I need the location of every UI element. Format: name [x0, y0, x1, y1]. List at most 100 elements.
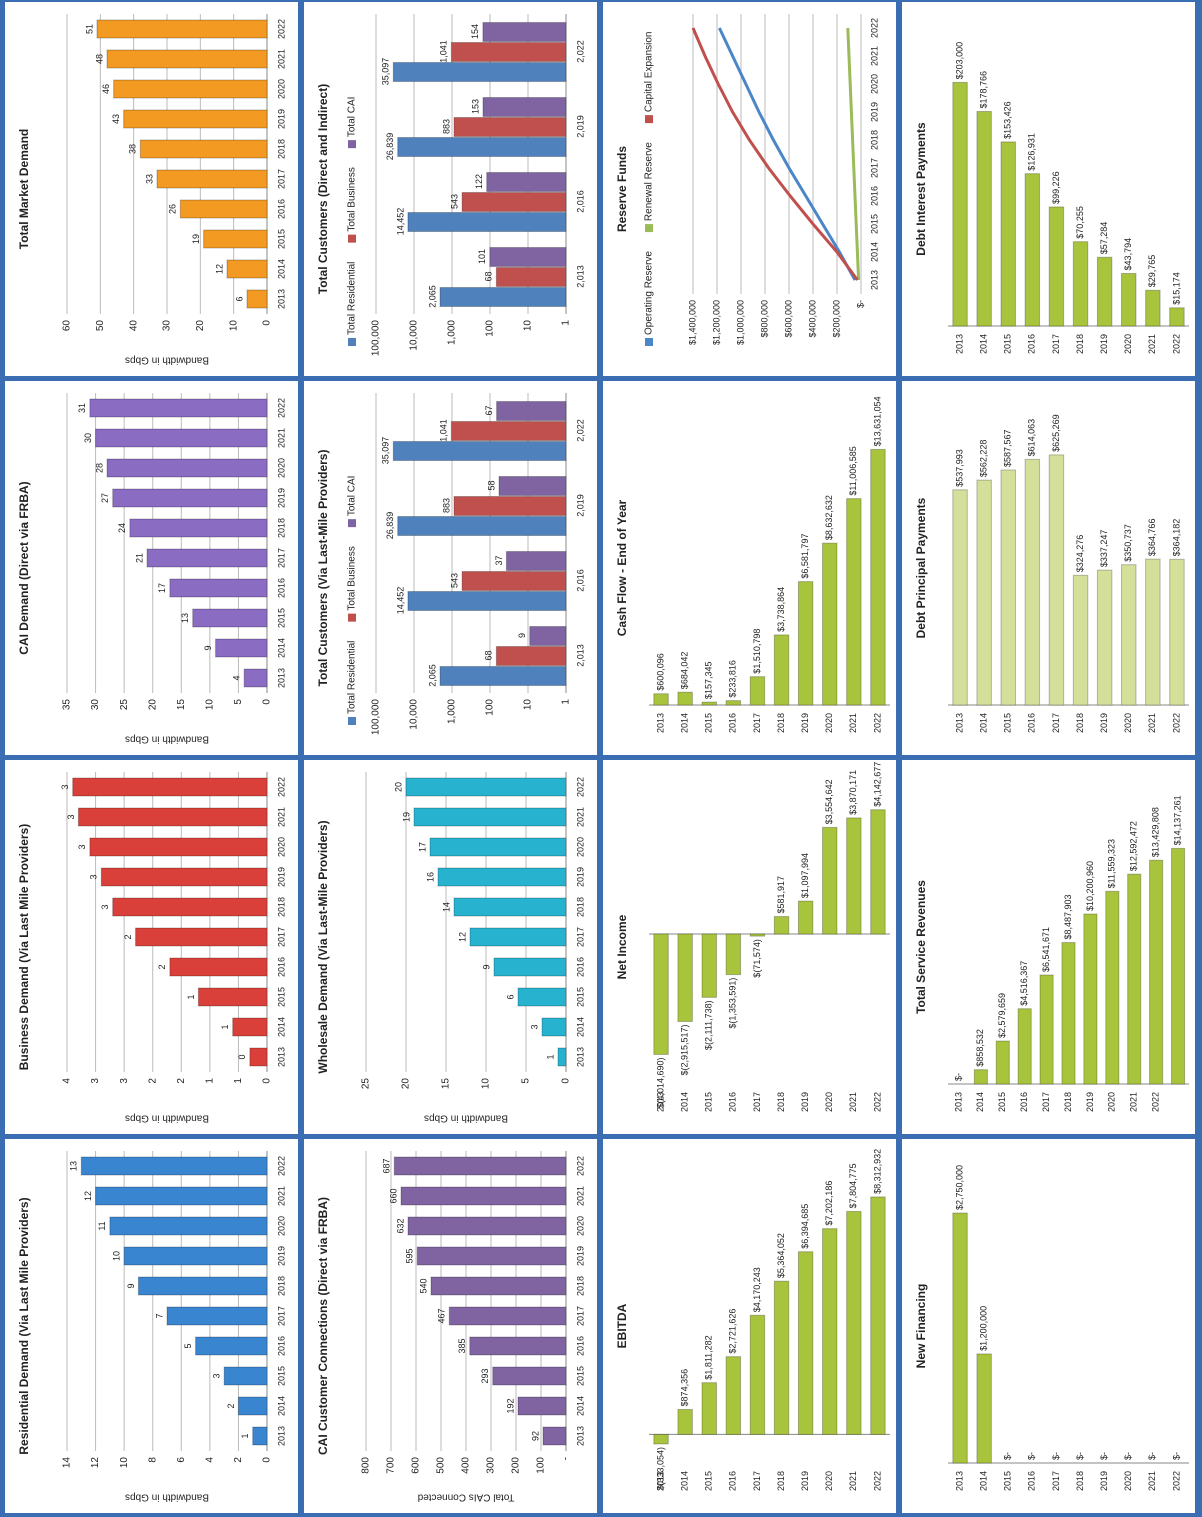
- x-tick-label: 2018: [575, 897, 585, 917]
- y-tick-label: 2018: [1075, 713, 1085, 733]
- line-series: [718, 27, 857, 281]
- bar: [112, 897, 268, 917]
- bar: [1096, 256, 1113, 327]
- bar: [797, 581, 814, 706]
- y-tick-label: 0: [262, 1078, 273, 1084]
- y-tick-label: 4: [62, 1078, 73, 1084]
- value-label: 3: [100, 904, 110, 909]
- y-tick-label: 2015: [1003, 334, 1013, 354]
- value-label: $684,042: [680, 652, 690, 690]
- bar: [482, 22, 567, 42]
- legend-swatch: [348, 613, 356, 622]
- y-tick-label: 25: [119, 699, 130, 711]
- chart-title: CAI Demand (Direct via FRBA): [17, 481, 31, 654]
- y-tick-label: $400,000: [807, 300, 817, 338]
- value-label: $8,632,632: [824, 495, 834, 540]
- value-label: 58: [486, 480, 496, 490]
- value-label: $3,738,864: [776, 587, 786, 632]
- bar: [197, 987, 268, 1007]
- bar: [1121, 272, 1137, 327]
- y-tick-label: 2017: [1051, 1471, 1061, 1491]
- bar: [529, 626, 567, 646]
- value-label: 2,065: [427, 285, 437, 308]
- x-tick-label: 2014: [276, 638, 286, 658]
- x-tick-label: 2021: [869, 46, 879, 66]
- value-label: $4,170,243: [752, 1267, 762, 1312]
- bar: [952, 1212, 968, 1464]
- value-label: 1: [220, 1024, 230, 1029]
- chart-panel: EBITDA 2013$(333,054) 2014 $874,356 2015 $1,8…: [603, 1139, 896, 1513]
- y-tick-label: 100,000: [371, 699, 382, 736]
- y-tick-label: 6: [176, 1457, 187, 1463]
- y-tick-label: 2014: [979, 713, 989, 733]
- value-label: $581,917: [776, 876, 786, 914]
- value-label: 1: [186, 994, 196, 999]
- value-label: $70,255: [1075, 206, 1085, 239]
- value-label: $-: [1051, 1452, 1061, 1460]
- value-label: $(4,014,690): [655, 1057, 665, 1108]
- bar: [249, 1047, 268, 1067]
- bar: [450, 42, 567, 62]
- chart-title: Debt Interest Payments: [914, 122, 928, 256]
- x-tick-label: 2021: [276, 428, 286, 448]
- bar: [1127, 873, 1142, 1085]
- bar: [822, 542, 838, 706]
- value-label: $-: [1075, 1452, 1085, 1460]
- bar: [846, 1210, 862, 1435]
- value-label: 2,065: [427, 664, 437, 687]
- value-label: 3: [529, 1024, 539, 1029]
- bar: [129, 518, 268, 538]
- y-tick-label: 2014: [979, 334, 989, 354]
- y-tick-label: 2017: [1041, 1092, 1051, 1112]
- y-tick-label: 2015: [1003, 713, 1013, 733]
- y-tick-label: 2020: [1123, 713, 1133, 733]
- bar: [123, 109, 268, 129]
- bar: [203, 229, 268, 249]
- value-label: 48: [94, 54, 104, 64]
- value-label: $364,182: [1171, 519, 1181, 557]
- y-tick-label: 2021: [848, 1471, 858, 1491]
- y-tick-label: 30: [162, 320, 173, 332]
- value-label: 14: [441, 902, 451, 912]
- legend-swatch: [645, 338, 653, 346]
- bar: [429, 837, 567, 857]
- value-label: $(2,111,738): [704, 1000, 714, 1050]
- value-label: $600,096: [655, 653, 665, 691]
- line-series: [691, 27, 859, 281]
- x-tick-label: 2,019: [575, 115, 585, 138]
- y-tick-label: 20: [401, 1078, 412, 1090]
- bar: [493, 957, 567, 977]
- y-tick-label: $200,000: [831, 300, 841, 338]
- bar: [405, 777, 567, 797]
- value-label: 2: [157, 964, 167, 969]
- y-tick-label: 700: [386, 1457, 397, 1474]
- y-tick-label: 1,000: [447, 320, 458, 345]
- bar: [215, 638, 268, 658]
- panel-background: [902, 760, 1195, 1134]
- legend-swatch: [348, 140, 356, 149]
- legend-swatch: [348, 338, 356, 346]
- x-tick-label: 2021: [276, 807, 286, 827]
- value-label: $1,811,282: [704, 1335, 714, 1379]
- x-tick-label: 2021: [575, 1186, 585, 1206]
- y-tick-label: 2017: [1051, 713, 1061, 733]
- y-tick-label: 2016: [1027, 334, 1037, 354]
- value-label: 122: [474, 174, 484, 189]
- value-label: $126,931: [1027, 133, 1037, 171]
- chart-panel: Total Market Demand 0 10 20 30 40 50 60 Bandwidt…: [5, 2, 298, 376]
- x-tick-label: 2016: [869, 186, 879, 206]
- value-label: $350,737: [1123, 524, 1133, 562]
- bar: [461, 571, 567, 591]
- value-label: $562,228: [979, 440, 989, 478]
- bar: [137, 1276, 268, 1296]
- y-tick-label: 2020: [824, 1471, 834, 1491]
- value-label: 16: [425, 872, 435, 882]
- value-label: $11,006,585: [848, 446, 858, 495]
- value-label: 20: [393, 782, 403, 792]
- y-axis-label: Bandwidth in Gbps: [125, 733, 209, 744]
- x-tick-label: 2019: [276, 1246, 286, 1266]
- bar: [407, 1216, 567, 1236]
- y-tick-label: 2016: [728, 1471, 738, 1491]
- x-tick-label: 2014: [869, 242, 879, 262]
